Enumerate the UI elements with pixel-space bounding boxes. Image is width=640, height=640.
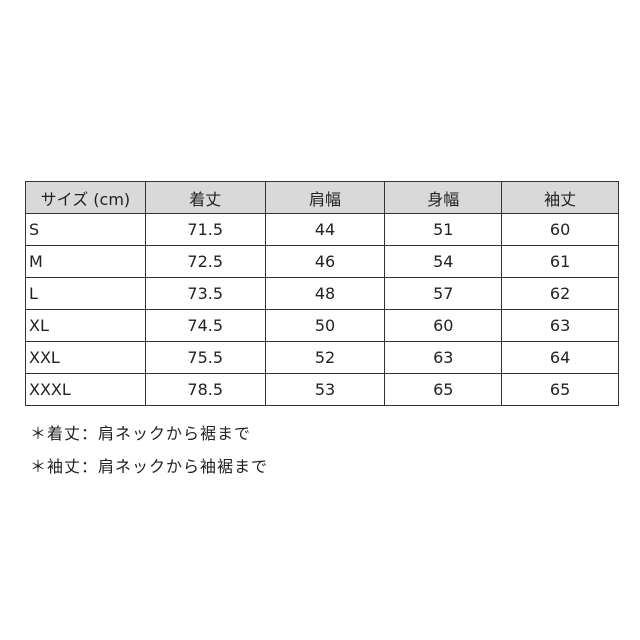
value-cell: 53 bbox=[264, 373, 386, 406]
size-cell: XXL bbox=[25, 341, 146, 374]
note-length: ＊着丈：肩ネックから裾まで bbox=[30, 424, 252, 443]
note-sleeve: ＊袖丈：肩ネックから袖裾まで bbox=[30, 457, 269, 476]
value-cell: 54 bbox=[384, 245, 503, 278]
value-cell: 72.5 bbox=[144, 245, 266, 278]
value-cell: 74.5 bbox=[144, 309, 266, 342]
value-cell: 57 bbox=[384, 277, 503, 310]
header-cell: 肩幅 bbox=[264, 181, 386, 214]
size-cell: S bbox=[25, 213, 146, 246]
value-cell: 78.5 bbox=[144, 373, 266, 406]
value-cell: 60 bbox=[384, 309, 503, 342]
value-cell: 46 bbox=[264, 245, 386, 278]
value-cell: 60 bbox=[501, 213, 619, 246]
value-cell: 64 bbox=[501, 341, 619, 374]
size-cell: XL bbox=[25, 309, 146, 342]
value-cell: 62 bbox=[501, 277, 619, 310]
table-row: L 73.5 48 57 62 bbox=[25, 277, 619, 310]
table-row: M 72.5 46 54 61 bbox=[25, 245, 619, 278]
value-cell: 65 bbox=[384, 373, 503, 406]
value-cell: 48 bbox=[264, 277, 386, 310]
value-cell: 75.5 bbox=[144, 341, 266, 374]
header-row: サイズ (cm) 着丈 肩幅 身幅 袖丈 bbox=[25, 181, 619, 214]
table-row: S 71.5 44 51 60 bbox=[25, 213, 619, 246]
table-row: XL 74.5 50 60 63 bbox=[25, 309, 619, 342]
table-row: XXXL 78.5 53 65 65 bbox=[25, 373, 619, 406]
value-cell: 71.5 bbox=[144, 213, 266, 246]
value-cell: 51 bbox=[384, 213, 503, 246]
header-cell: 袖丈 bbox=[501, 181, 619, 214]
header-cell: 着丈 bbox=[144, 181, 266, 214]
value-cell: 63 bbox=[384, 341, 503, 374]
value-cell: 73.5 bbox=[144, 277, 266, 310]
header-cell: サイズ (cm) bbox=[25, 181, 146, 214]
value-cell: 61 bbox=[501, 245, 619, 278]
value-cell: 50 bbox=[264, 309, 386, 342]
value-cell: 63 bbox=[501, 309, 619, 342]
size-cell: L bbox=[25, 277, 146, 310]
header-cell: 身幅 bbox=[384, 181, 503, 214]
value-cell: 65 bbox=[501, 373, 619, 406]
size-cell: M bbox=[25, 245, 146, 278]
value-cell: 52 bbox=[264, 341, 386, 374]
size-cell: XXXL bbox=[25, 373, 146, 406]
value-cell: 44 bbox=[264, 213, 386, 246]
table-row: XXL 75.5 52 63 64 bbox=[25, 341, 619, 374]
size-chart-table: サイズ (cm) 着丈 肩幅 身幅 袖丈 S 71.5 44 51 60 M 72.5 46 5… bbox=[25, 181, 619, 406]
